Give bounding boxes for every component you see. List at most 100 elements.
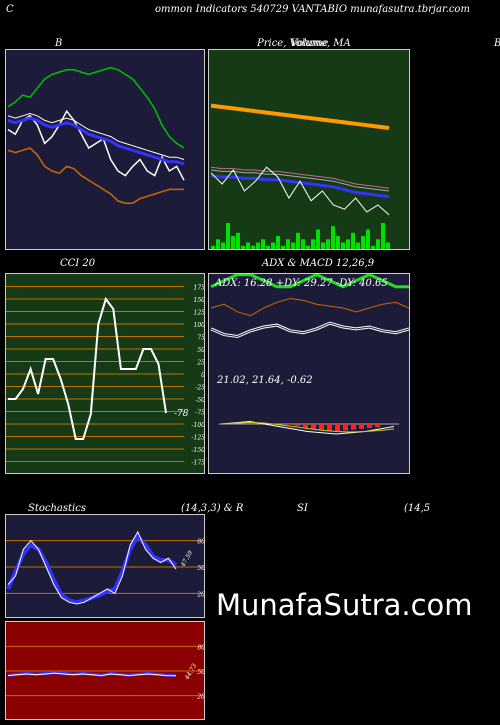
price-chart [210, 103, 390, 249]
price-ma-pink [210, 166, 390, 189]
volume-bar [276, 236, 280, 249]
price-panel [208, 49, 410, 250]
volume-bar [336, 236, 340, 249]
cci-tick-label: 25 [196, 360, 205, 367]
volume-bar [221, 242, 225, 249]
cci-last-value: -78 [174, 409, 189, 419]
cci-tick-label: 50 [197, 347, 205, 354]
stoch-tick-label: 20 [196, 591, 205, 598]
cci-tick-label: -100 [192, 422, 205, 429]
rsi-tick-label: 80 [197, 644, 205, 651]
cci-tick-label: 125 [194, 310, 205, 317]
price-line [210, 166, 390, 216]
cci-tick-label: 150 [194, 297, 205, 304]
macd-values: 21.02, 21.64, -0.62 [217, 375, 313, 386]
stoch-params: (14,3,3) & R [181, 503, 244, 514]
volume-bar [326, 239, 330, 249]
volume-bar [366, 229, 370, 249]
cci-tick-label: -125 [192, 435, 205, 442]
macd-hist-bar [303, 424, 308, 428]
macd-hist-bar [295, 424, 300, 426]
cci-tick-label: -25 [195, 385, 205, 392]
volume-bar [301, 239, 305, 249]
macd-hist-bar [367, 424, 372, 428]
rsi-params: (14,5 [404, 503, 431, 514]
volume-bar [351, 232, 355, 249]
cci-tick-label: -175 [192, 460, 205, 467]
volume-bar [236, 232, 240, 249]
stoch-tick-label: 80 [197, 539, 205, 546]
cci-tick-label: 75 [197, 335, 205, 342]
rsi-last-value: 44.73 [183, 662, 198, 681]
chart-header: ommon Indicators 540729 VANTABIO munafas… [155, 4, 470, 15]
volume-bar [256, 242, 260, 249]
volume-bar [246, 242, 250, 249]
bb-mid-line [7, 112, 185, 160]
volume-bar [386, 242, 390, 249]
macd-hist-bar [351, 424, 356, 430]
macd-hist-bar [287, 424, 292, 425]
volume-bar [376, 239, 380, 249]
bb-series-0 [7, 66, 185, 149]
volume-bar [281, 245, 285, 249]
adx-macd-chart [210, 274, 409, 435]
volume-bar [226, 223, 230, 249]
bollinger-panel [5, 49, 205, 250]
cci-line [8, 296, 167, 440]
volume-bar [271, 242, 275, 249]
rsi-title: SI [297, 503, 308, 514]
volume-bar [346, 239, 350, 249]
cci-title: CCI 20 [60, 258, 96, 269]
volume-bar [321, 242, 325, 249]
watermark: MunafaSutra.com [216, 588, 473, 622]
adx-line [210, 274, 409, 289]
macd-hist-bar [335, 424, 340, 432]
volume-bar [371, 245, 375, 249]
volume-bar [361, 236, 365, 249]
macd-hist-bar [311, 424, 316, 429]
minus-di-line [210, 297, 409, 317]
price-ma-gray [210, 169, 390, 192]
stoch-last-value: 47.59 [179, 549, 194, 568]
adx-values: ADX: 16.28 +DY: 29.27 -DY: 40.65 [215, 278, 388, 289]
stoch-d-line [6, 532, 178, 605]
volume-bar [331, 226, 335, 249]
cci-tick-label: -75 [195, 410, 205, 417]
volume-bar [311, 239, 315, 249]
volume-bar [306, 245, 310, 249]
plus-di-line-inner [210, 322, 409, 338]
adx-panel: ADX: 16.28 +DY: 29.27 -DY: 40.65 21.02, … [208, 273, 410, 474]
macd-hist-bar [359, 424, 364, 429]
bollinger-chart [7, 66, 185, 204]
rsi-panel: 80 50 20 44.73 [5, 621, 205, 720]
volume-bar [341, 242, 345, 249]
stoch-panel: 80 50 20 47.59 [5, 514, 205, 618]
volume-bar [296, 232, 300, 249]
rsi-chart: 80 50 20 44.73 [6, 644, 205, 701]
cci-tick-label: -150 [192, 447, 205, 454]
stoch-title: Stochastics [28, 503, 86, 514]
volume-bar [231, 236, 235, 249]
volume-bar [286, 239, 290, 249]
volume-bar [266, 245, 270, 249]
bb-series-1 [7, 109, 185, 181]
stochastics-chart: 80 50 20 47.59 [6, 530, 205, 605]
rsi-tick-label: 20 [196, 694, 205, 701]
adx-title: ADX & MACD 12,26,9 [262, 258, 375, 269]
cci-panel: 175 150 125 100 75 50 25 0 -25 -50 -75 -100 -125 -150… [5, 273, 205, 474]
volume-bar [251, 245, 255, 249]
cci-tick-label: -50 [195, 397, 205, 404]
bb-series-2 [7, 116, 185, 166]
macd-hist-bar [319, 424, 324, 430]
rsi-line-white [7, 672, 177, 677]
cci-tick-label: 0 [201, 372, 205, 379]
cci-chart: 175 150 125 100 75 50 25 0 -25 -50 -75 -100 -125 -150… [6, 285, 205, 467]
bb-series-3 [7, 147, 184, 204]
macd-signal-line [220, 421, 395, 433]
price-overlay: Volume [291, 38, 329, 49]
volume-bar [356, 242, 360, 249]
macd-hist-bar [375, 424, 380, 428]
volume-bar [261, 239, 265, 249]
volume-bar [216, 239, 220, 249]
price-ma-long [210, 103, 390, 130]
